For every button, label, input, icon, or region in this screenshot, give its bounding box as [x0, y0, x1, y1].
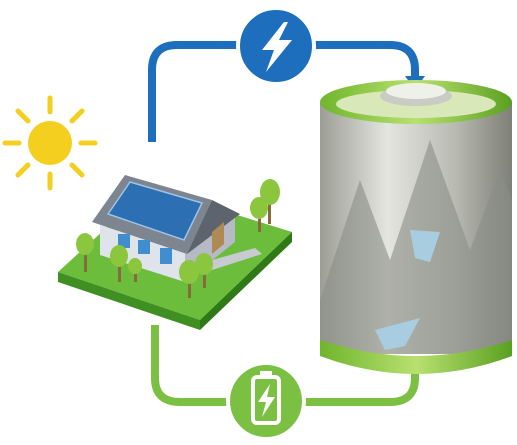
illustration — [0, 0, 517, 445]
page: (() => { const data = JSON.parse(documen… — [0, 0, 517, 445]
sun — [5, 98, 95, 188]
battery-icon-cap — [260, 371, 272, 377]
battery — [320, 80, 512, 374]
